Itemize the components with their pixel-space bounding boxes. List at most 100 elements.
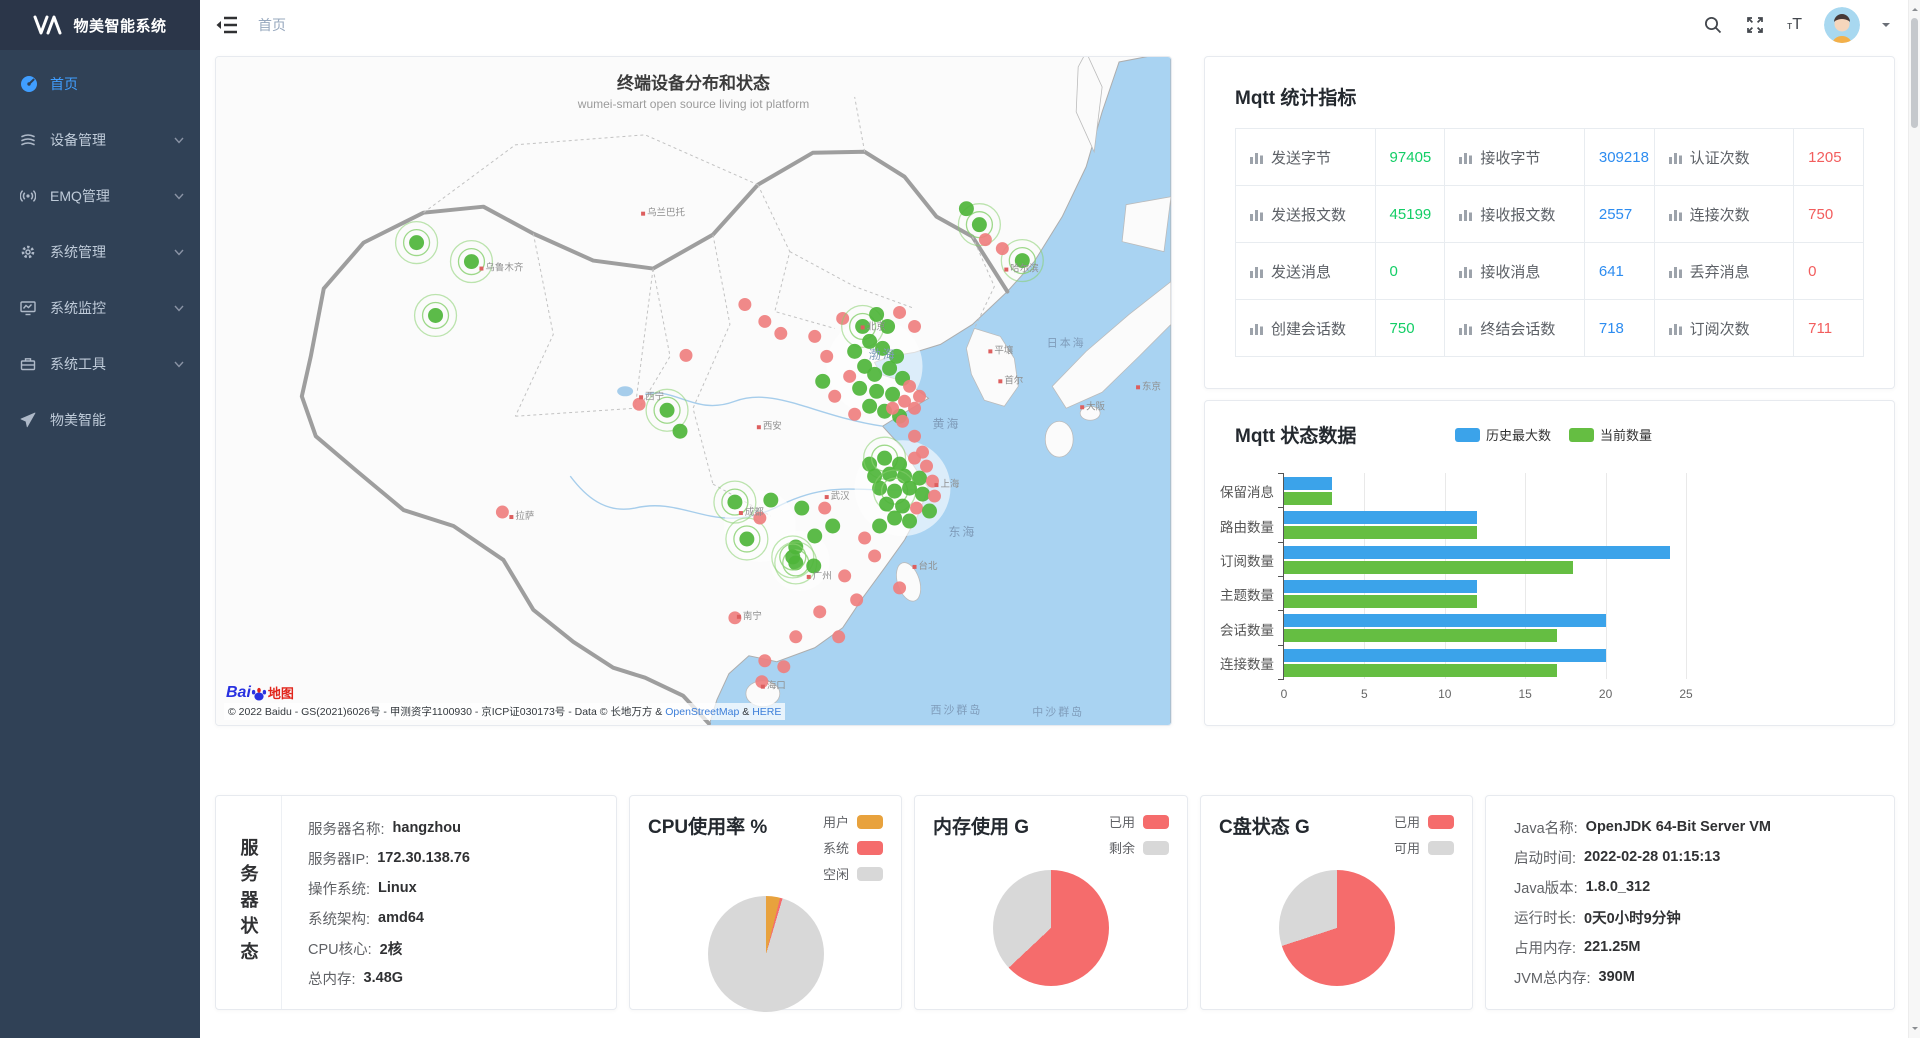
- memory-usage-title: 内存使用 G: [933, 817, 1030, 838]
- fullscreen-icon[interactable]: [1745, 15, 1765, 35]
- info-row: CPU核心: 2核: [308, 933, 616, 963]
- marker-ring: [1008, 246, 1036, 275]
- sea-label: 渤海: [869, 346, 897, 361]
- city-marker: [479, 266, 484, 271]
- stat-label: 接收报文数: [1459, 204, 1578, 225]
- device-marker-offline: [679, 348, 693, 362]
- chevron-down-icon: [174, 137, 184, 144]
- city-label: 西宁: [645, 390, 664, 402]
- breadcrumb[interactable]: 首页: [258, 17, 286, 33]
- device-marker-online: [794, 500, 810, 516]
- pie-legend-item[interactable]: 剩余: [1109, 838, 1169, 857]
- window-scrollbar[interactable]: [1908, 0, 1920, 1038]
- here-link[interactable]: HERE: [752, 706, 782, 718]
- stat-value: 97405: [1374, 128, 1446, 186]
- sidebar-item-6[interactable]: 系统工具: [0, 336, 200, 392]
- device-marker-offline: [820, 349, 834, 363]
- marker-ring: [653, 396, 681, 424]
- search-icon[interactable]: [1703, 15, 1723, 35]
- device-marker-offline: [755, 675, 769, 689]
- sidebar-item-1[interactable]: 首页: [0, 56, 200, 112]
- pie-legend-item[interactable]: 用户: [823, 812, 883, 831]
- pie-legend-item[interactable]: 系统: [823, 838, 883, 857]
- device-marker-online: [857, 358, 873, 374]
- sidebar-item-3[interactable]: EMQ管理: [0, 168, 200, 224]
- device-marker-online: [872, 518, 888, 534]
- legend-item[interactable]: 当前数量: [1569, 425, 1652, 444]
- city-marker: [860, 325, 865, 330]
- sidebar-item-5[interactable]: 系统监控: [0, 280, 200, 336]
- info-label: 系统架构:: [308, 911, 371, 928]
- pie-legend-item[interactable]: 空闲: [823, 864, 883, 883]
- scroll-up-arrow[interactable]: [1912, 5, 1918, 11]
- pie-legend-label: 剩余: [1108, 841, 1135, 856]
- info-row: 占用内存: 221.25M: [1514, 932, 1894, 962]
- sidebar-item-label: 系统工具: [50, 356, 106, 372]
- bar-历史最大数-主题数量: [1284, 580, 1477, 593]
- menu-fold-icon[interactable]: [216, 16, 238, 34]
- bar-chart-icon: [1459, 266, 1473, 278]
- bar-chart-icon: [1250, 209, 1263, 221]
- device-marker-online: [862, 333, 878, 349]
- device-marker-online: [825, 518, 841, 534]
- pie-legend-swatch: [1143, 840, 1169, 855]
- scroll-down-arrow[interactable]: [1912, 1027, 1918, 1033]
- dashboard-content: 乌鲁木齐 乌兰巴托 哈尔滨 北京 西宁 西安 拉萨 成都 武汉 上海 广州 南宁 海口 台北 平壤 首尔 大阪东…: [200, 50, 1920, 1012]
- info-label: 占用内存:: [1514, 940, 1577, 957]
- pie-legend-item[interactable]: 已用: [1109, 812, 1169, 831]
- monitor-icon: [20, 299, 38, 317]
- bar-chart-legend: 历史最大数 当前数量: [1455, 425, 1652, 444]
- bar-chart-icon: [1459, 209, 1473, 221]
- stat-value: 750: [1793, 185, 1864, 243]
- plane-icon: [20, 411, 38, 429]
- gridline: [1364, 473, 1366, 679]
- marker-ring: [421, 301, 450, 330]
- pie-legend-swatch: [857, 840, 883, 855]
- device-marker-online: [889, 348, 905, 364]
- device-marker-online: [915, 486, 930, 502]
- sidebar-item-label: 系统管理: [50, 244, 106, 260]
- device-marker-offline: [916, 445, 929, 459]
- sidebar-item-2[interactable]: 设备管理: [0, 112, 200, 168]
- info-row: 总内存: 3.48G: [308, 963, 616, 993]
- marker-ring: [733, 525, 761, 553]
- avatar[interactable]: [1824, 7, 1860, 43]
- pie-legend-item[interactable]: 已用: [1394, 812, 1454, 831]
- category-label: 保留消息: [1220, 485, 1274, 501]
- bar-chart-icon: [1459, 152, 1473, 164]
- city-label: 台北: [919, 560, 938, 572]
- device-marker-online: [971, 217, 987, 233]
- mqtt-stats-panel: Mqtt 统计指标 发送字节 97405 接收字节 309218 认证次数 1205 发送报…: [1204, 56, 1895, 389]
- osm-link[interactable]: OpenStreetMap: [665, 706, 740, 718]
- device-marker-online: [958, 201, 974, 217]
- bar-历史最大数-连接数量: [1284, 648, 1606, 662]
- memory-pie-chart: [993, 870, 1109, 986]
- device-marker-online: [869, 306, 885, 322]
- cpu-usage-panel: CPU使用率 % 用户 系统 空闲: [629, 795, 902, 1012]
- chevron-down-icon[interactable]: [1882, 23, 1890, 31]
- mqtt-stats-title: Mqtt 统计指标: [1235, 88, 1357, 109]
- device-marker-online: [1014, 253, 1030, 269]
- sidebar-item-4[interactable]: 系统管理: [0, 224, 200, 280]
- device-marker-online: [875, 340, 891, 356]
- bar-当前数量-订阅数量: [1284, 560, 1574, 574]
- baidu-logo[interactable]: Bai 地图: [226, 684, 294, 701]
- bar-chart-plot: 0 5 10 15 20 25 保留消息 路由数量 订阅数量 主题数量 会话数量 连接数量: [1220, 473, 1693, 701]
- toolbox-icon: [20, 355, 38, 373]
- chevron-down-icon: [174, 361, 184, 368]
- device-marker-online: [902, 480, 918, 496]
- font-size-icon[interactable]: тT: [1787, 16, 1802, 33]
- app-title: 物美智能系统: [73, 17, 167, 35]
- device-marker-offline: [813, 605, 827, 619]
- category-label: 路由数量: [1220, 519, 1274, 535]
- info-value: 1.8.0_312: [1585, 879, 1651, 895]
- device-marker-offline: [843, 369, 857, 383]
- sidebar-item-7[interactable]: 物美智能: [0, 392, 200, 448]
- category-label: 会话数量: [1220, 622, 1274, 638]
- legend-item[interactable]: 历史最大数: [1455, 425, 1551, 444]
- bar-chart-icon: [1668, 266, 1682, 278]
- pie-legend-item[interactable]: 可用: [1394, 838, 1454, 857]
- gridline: [1444, 473, 1446, 679]
- scrollbar-thumb[interactable]: [1911, 18, 1918, 128]
